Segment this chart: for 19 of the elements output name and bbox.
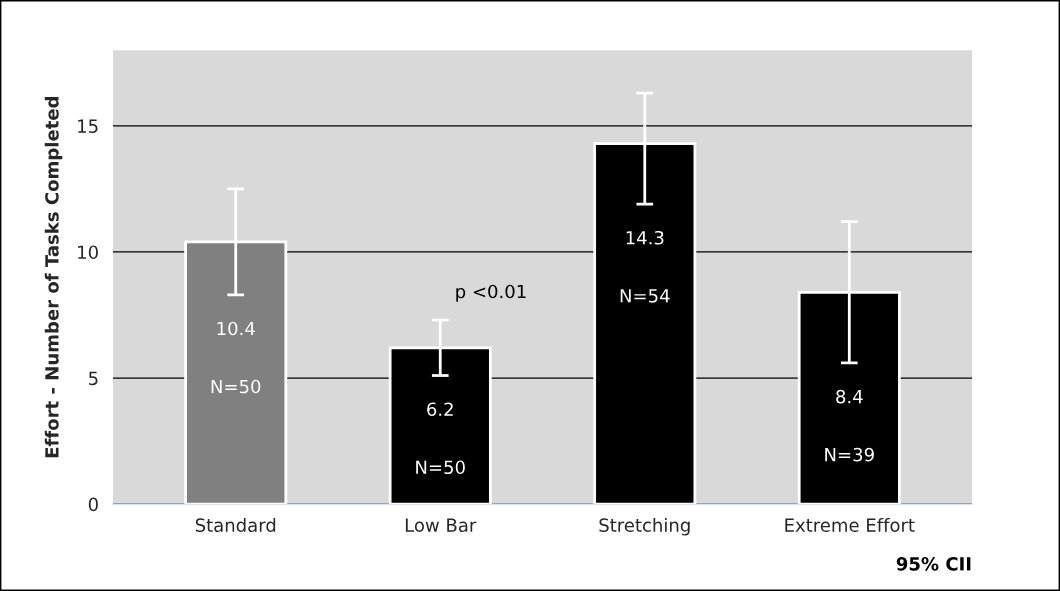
x-tick-label: Stretching	[599, 518, 690, 536]
y-tick-label: 10	[78, 245, 98, 260]
data-label: 10.4	[217, 321, 255, 336]
annotation: N=54	[620, 289, 670, 303]
y-tick-label: 0	[88, 497, 98, 512]
x-tick-label: Low Bar	[405, 518, 477, 532]
annotation: N=39	[825, 447, 874, 462]
data-label: 6.2	[427, 402, 453, 417]
text: 95% CII	[896, 556, 971, 571]
data-label: 8.4	[836, 389, 863, 404]
y-axis-title: Effort - Number of Tasks Completed	[44, 97, 63, 458]
data-label: 14.3	[626, 230, 664, 245]
x-tick-label: Standard	[195, 518, 276, 532]
annotation: N=50	[416, 460, 465, 475]
y-tick-label: 5	[89, 371, 98, 386]
x-tick-label: Extreme Effort	[785, 518, 915, 532]
y-tick-label: 15	[78, 119, 98, 133]
annotation: N=50	[211, 379, 261, 394]
annotation: p <0.01	[456, 284, 526, 302]
